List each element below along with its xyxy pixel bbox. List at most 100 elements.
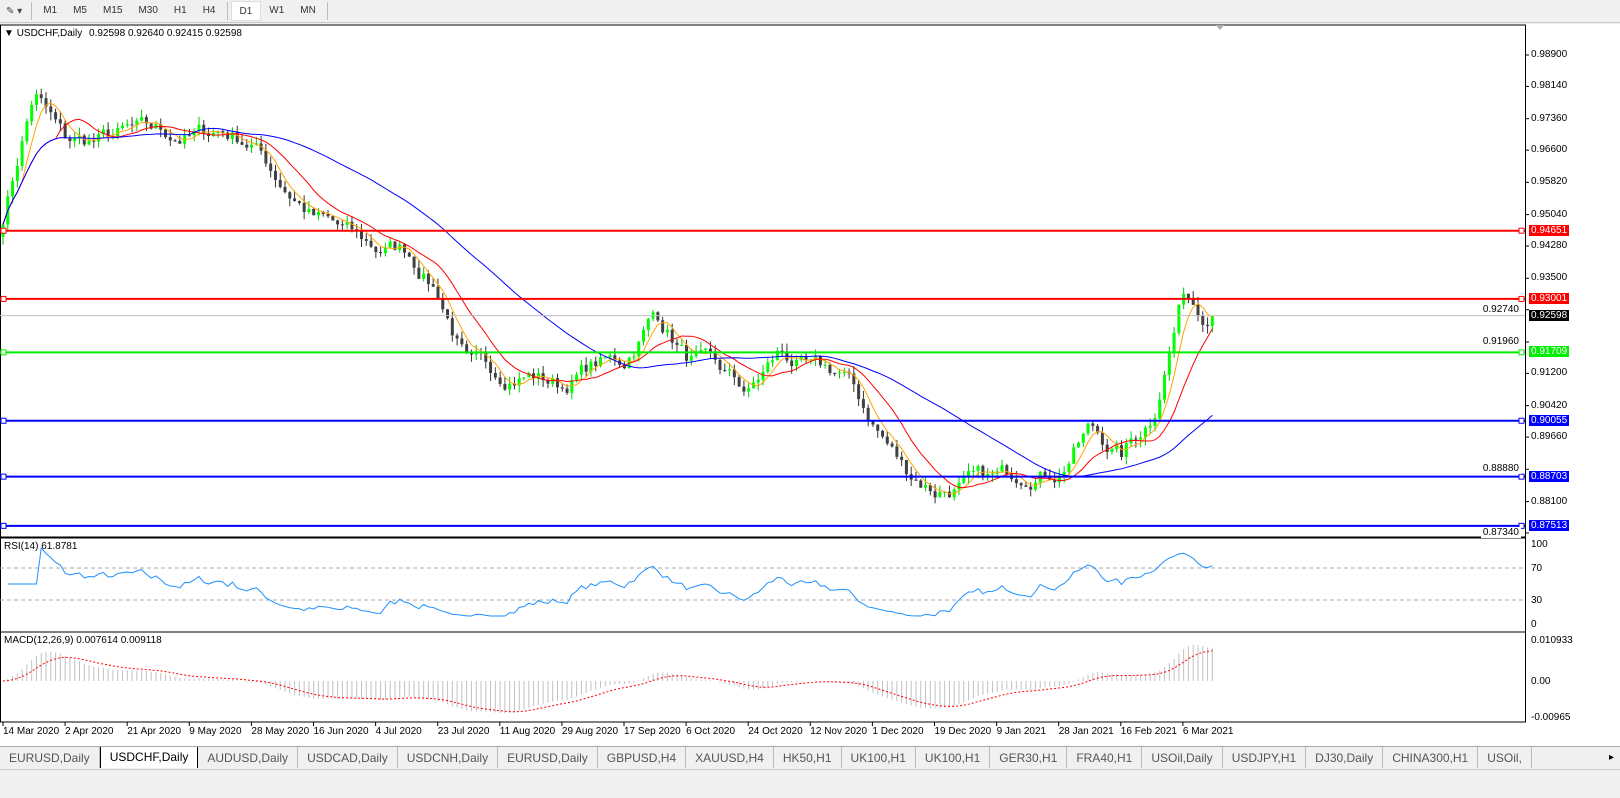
chart-tab[interactable]: GBPUSD,H4 bbox=[598, 747, 687, 768]
candle bbox=[63, 123, 67, 139]
candle bbox=[493, 372, 497, 378]
candle bbox=[1014, 479, 1018, 484]
candle bbox=[312, 208, 316, 216]
candle bbox=[637, 341, 641, 357]
candle bbox=[316, 212, 320, 216]
candle bbox=[383, 247, 387, 254]
chart-tab[interactable]: CHINA300,H1 bbox=[1383, 747, 1479, 768]
candle bbox=[211, 132, 215, 136]
candle bbox=[340, 224, 344, 226]
chart-area[interactable]: ▼ USDCHF,Daily 0.92598 0.92640 0.92415 0… bbox=[0, 24, 1620, 746]
chart-tab[interactable]: USDJPY,H1 bbox=[1223, 747, 1307, 768]
candle bbox=[1196, 304, 1200, 316]
candle bbox=[1158, 399, 1162, 419]
candle bbox=[1077, 442, 1080, 448]
chart-tab[interactable]: UK100,H1 bbox=[842, 747, 916, 768]
chart-tab[interactable]: EURUSD,Daily bbox=[498, 747, 598, 768]
candle bbox=[938, 492, 942, 498]
chart-tab[interactable]: USDCHF,Daily bbox=[99, 747, 199, 768]
candle bbox=[575, 374, 579, 381]
chart-tab[interactable]: USOil,Daily bbox=[1142, 747, 1223, 768]
candle bbox=[116, 128, 120, 136]
date-tick-label: 24 Oct 2020 bbox=[748, 726, 803, 737]
candle bbox=[976, 465, 980, 471]
timeframe-mn[interactable]: MN bbox=[300, 5, 316, 16]
chart-tab[interactable]: AUDUSD,Daily bbox=[198, 747, 299, 768]
candle bbox=[369, 240, 373, 247]
level-price-label: 0.91709 bbox=[1529, 346, 1570, 358]
candle bbox=[82, 135, 86, 145]
macd-panel-border bbox=[0, 631, 1526, 723]
candle bbox=[565, 388, 569, 393]
timeframe-m15[interactable]: M15 bbox=[103, 5, 123, 16]
timeframe-h4[interactable]: H4 bbox=[202, 5, 216, 16]
candle bbox=[465, 344, 469, 352]
chart-tab[interactable]: HK50,H1 bbox=[774, 747, 842, 768]
timeframe-m5[interactable]: M5 bbox=[73, 5, 87, 16]
candle bbox=[293, 198, 297, 202]
chart-tab[interactable]: GER30,H1 bbox=[990, 747, 1068, 768]
candle bbox=[904, 459, 908, 475]
chart-tab[interactable]: USOil, bbox=[1478, 747, 1532, 768]
candle bbox=[20, 141, 24, 166]
candle bbox=[646, 318, 650, 330]
candle bbox=[1143, 427, 1147, 438]
candle bbox=[25, 121, 29, 142]
price-tick-label: 0.90420 bbox=[1531, 399, 1568, 411]
candle bbox=[895, 446, 899, 457]
candle bbox=[1115, 445, 1119, 450]
date-tick-label: 29 Aug 2020 bbox=[561, 726, 619, 737]
candle bbox=[1167, 352, 1171, 375]
candle bbox=[857, 384, 861, 400]
level-price-label: 0.87513 bbox=[1529, 519, 1570, 531]
candle bbox=[599, 357, 602, 367]
chart-canvas[interactable] bbox=[0, 24, 1620, 746]
candle bbox=[833, 373, 837, 375]
candle bbox=[474, 352, 478, 355]
chart-tab[interactable]: USDCAD,Daily bbox=[298, 747, 398, 768]
chart-tab[interactable]: UK100,H1 bbox=[916, 747, 991, 768]
candle bbox=[570, 380, 574, 393]
candle bbox=[1206, 324, 1210, 327]
candle bbox=[1201, 315, 1205, 325]
timeframe-h1[interactable]: H1 bbox=[173, 5, 187, 16]
level-handle bbox=[0, 417, 7, 424]
timeframe-m30[interactable]: M30 bbox=[138, 5, 158, 16]
candle bbox=[890, 443, 894, 447]
draw-tool-dropdown[interactable]: ✎ ▾ bbox=[6, 5, 23, 17]
candle bbox=[818, 355, 822, 366]
chart-tab[interactable]: FRA40,H1 bbox=[1067, 747, 1143, 768]
candle bbox=[192, 130, 196, 136]
candle bbox=[933, 491, 937, 498]
candle bbox=[1177, 304, 1181, 333]
candle bbox=[546, 380, 550, 384]
candle bbox=[775, 350, 779, 361]
tab-scroll-right-icon[interactable]: ▸ bbox=[1602, 747, 1620, 768]
divider bbox=[326, 2, 328, 20]
candle bbox=[718, 359, 722, 370]
candle bbox=[1091, 423, 1095, 426]
candle bbox=[34, 94, 38, 105]
candle bbox=[498, 377, 502, 385]
divider bbox=[226, 2, 228, 20]
chart-tab[interactable]: XAUUSD,H4 bbox=[686, 747, 774, 768]
price-tick-label: 0.91200 bbox=[1531, 367, 1568, 379]
moving-average-line bbox=[2, 102, 1213, 495]
timeframe-w1[interactable]: W1 bbox=[269, 5, 285, 16]
candle bbox=[780, 350, 784, 352]
chart-tab[interactable]: DJ30,Daily bbox=[1306, 747, 1384, 768]
timeframe-d1[interactable]: D1 bbox=[230, 1, 262, 21]
chart-tab[interactable]: USDCNH,Daily bbox=[398, 747, 499, 768]
date-tick-label: 16 Feb 2021 bbox=[1120, 726, 1177, 737]
candle bbox=[1163, 374, 1167, 400]
collapse-arrow-icon[interactable]: ▼ bbox=[4, 28, 14, 39]
timeframe-m1[interactable]: M1 bbox=[43, 5, 58, 16]
symbol-label: USDCHF,Daily bbox=[16, 28, 83, 39]
candle bbox=[197, 124, 201, 131]
level-handle bbox=[1518, 295, 1525, 302]
chart-tab[interactable]: EURUSD,Daily bbox=[0, 747, 100, 768]
candle bbox=[331, 216, 335, 221]
candle bbox=[364, 239, 368, 241]
candle bbox=[1110, 449, 1114, 452]
candle bbox=[1210, 315, 1214, 327]
